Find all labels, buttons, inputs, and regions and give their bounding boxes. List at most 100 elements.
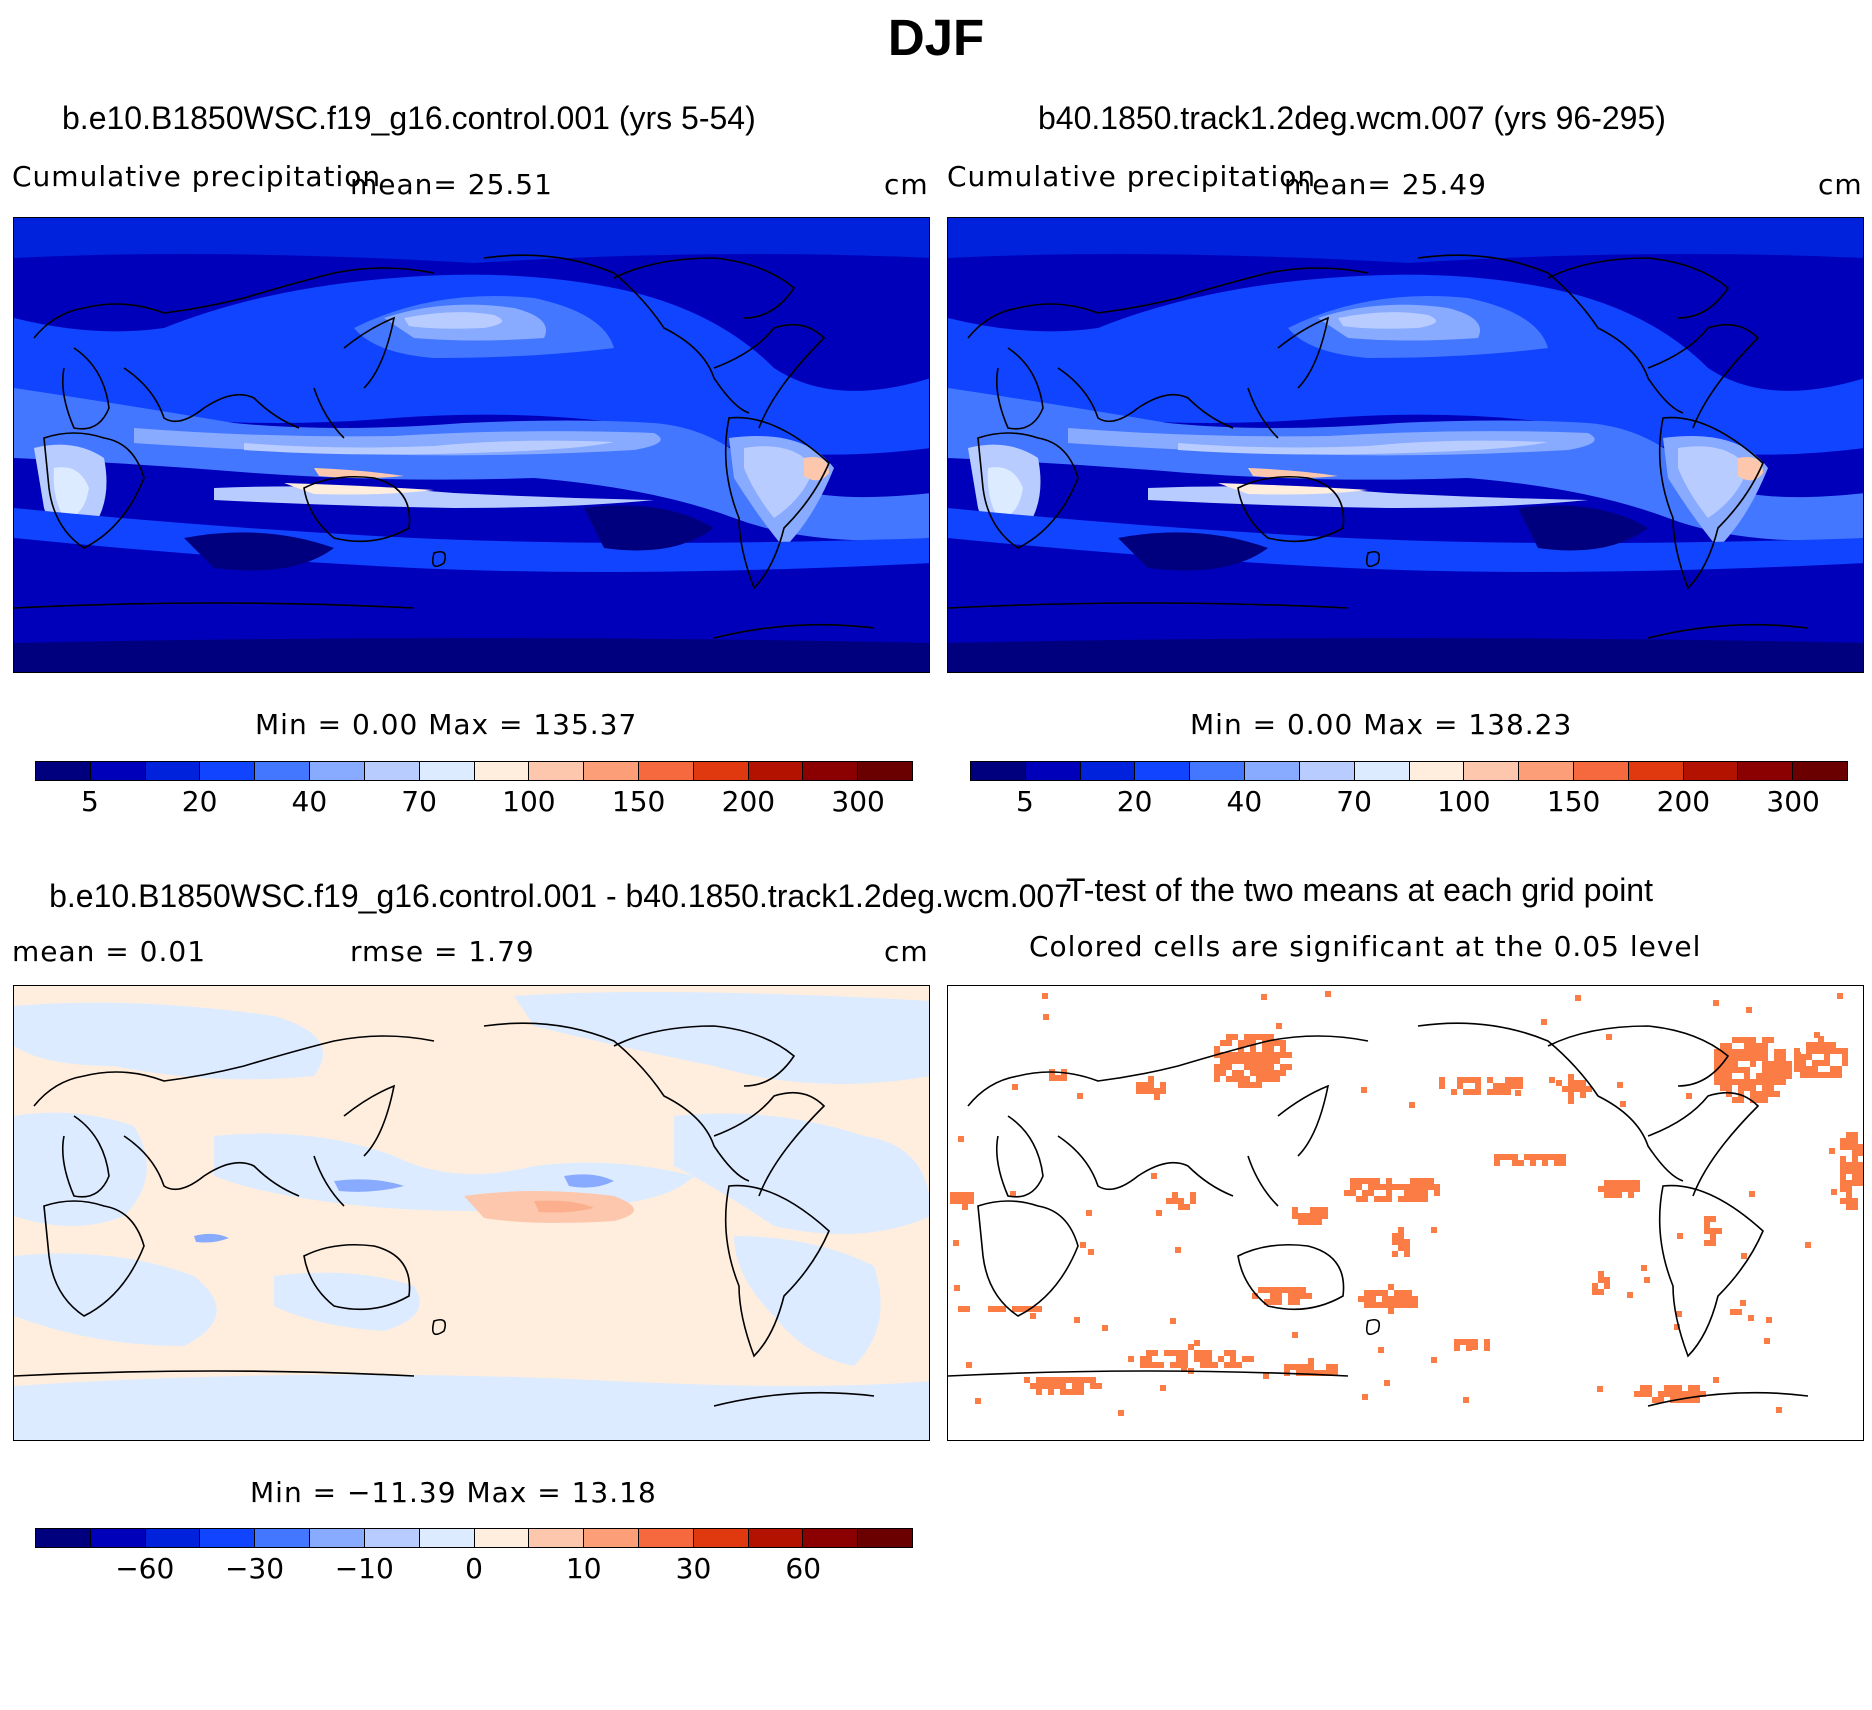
significant-cell: [1416, 1178, 1422, 1184]
significant-cell: [1738, 1037, 1744, 1043]
significant-cell: [1548, 1154, 1554, 1160]
significant-cell: [1280, 1052, 1286, 1058]
diff-map-svg: [14, 986, 929, 1440]
significant-cell: [1620, 1101, 1626, 1107]
significant-cell: [1762, 1085, 1768, 1091]
significant-cell: [1818, 1060, 1824, 1066]
significant-cell: [1720, 1085, 1726, 1091]
significant-cell: [1356, 1178, 1362, 1184]
significant-cell: [1264, 1299, 1270, 1305]
significant-cell: [1463, 1077, 1469, 1083]
colorbar-3-seg: [145, 1529, 201, 1547]
significant-cell: [1182, 1356, 1188, 1362]
significant-cell: [1840, 1168, 1846, 1174]
significant-cell: [1024, 1306, 1030, 1312]
significant-cell: [1226, 1076, 1232, 1082]
significant-cell: [1549, 1077, 1555, 1083]
significant-cell: [1262, 1070, 1268, 1076]
significant-cell: [1055, 1075, 1061, 1081]
significant-cell: [1852, 1132, 1858, 1138]
colorbar-1-seg: [364, 762, 420, 780]
significant-cell: [1148, 1088, 1154, 1094]
significant-cell: [1248, 1356, 1254, 1362]
colorbar-2-seg: [1519, 762, 1574, 780]
significant-cell: [1628, 1192, 1634, 1198]
panel-2-left-label: Cumulative precipitation: [947, 160, 1317, 193]
significant-cell: [1530, 1160, 1536, 1166]
significant-cell: [1824, 1042, 1830, 1048]
significant-cell: [1024, 1377, 1030, 1383]
significant-cell: [1714, 1061, 1720, 1067]
significant-cell: [1316, 1207, 1322, 1213]
significant-cell: [1560, 1160, 1566, 1166]
panel-4-significance-map: [947, 985, 1864, 1441]
significant-cell: [1780, 1073, 1786, 1079]
panel-1-mean-label: mean= 25.51: [350, 168, 553, 201]
significant-cell: [1732, 1067, 1738, 1073]
significant-cell: [1812, 1048, 1818, 1054]
significant-cell: [1840, 1186, 1846, 1192]
significant-cell: [1726, 1079, 1732, 1085]
significant-cell: [1806, 1066, 1812, 1072]
colorbar-1-seg: [858, 762, 912, 780]
significant-cell: [1286, 1064, 1292, 1070]
significant-cell: [1398, 1227, 1404, 1233]
significant-cell: [1858, 1150, 1863, 1156]
significant-cell: [1846, 1186, 1852, 1192]
significant-cell: [1392, 1233, 1398, 1239]
significant-cell: [1010, 1191, 1016, 1197]
significant-cell: [1780, 1049, 1786, 1055]
significant-cell: [1720, 1079, 1726, 1085]
significant-cell: [1404, 1190, 1410, 1196]
significant-cell: [1398, 1196, 1404, 1202]
colorbar-tick-label: 5: [1015, 785, 1034, 818]
significant-cell: [1074, 1317, 1080, 1323]
significant-cell: [1568, 1074, 1574, 1080]
significant-cell: [1842, 1054, 1848, 1060]
significant-cell: [1256, 1064, 1262, 1070]
ttest-map-svg: [948, 991, 1863, 1416]
significant-cell: [1178, 1204, 1184, 1210]
significant-cell: [1322, 1213, 1328, 1219]
significant-cell: [1786, 1073, 1792, 1079]
significant-cell: [1072, 1389, 1078, 1395]
significant-cell: [1840, 1198, 1846, 1204]
significant-cell: [1469, 1089, 1475, 1095]
significant-cell: [1382, 1302, 1388, 1308]
significant-cell: [1296, 1370, 1302, 1376]
significant-cell: [1762, 1097, 1768, 1103]
significant-cell: [1598, 1277, 1604, 1283]
significant-cell: [1580, 1080, 1586, 1086]
significant-cell: [1512, 1160, 1518, 1166]
coastlines-3: [14, 1022, 875, 1407]
significant-cell: [1410, 1190, 1416, 1196]
significant-cell: [1310, 1213, 1316, 1219]
significant-cell: [1404, 1251, 1410, 1257]
significant-cell: [1586, 1086, 1592, 1092]
significant-cell: [1232, 1076, 1238, 1082]
colorbar-3-seg: [803, 1529, 859, 1547]
significant-cell: [1308, 1370, 1314, 1376]
significant-cell: [1812, 1066, 1818, 1072]
significant-cell: [1261, 994, 1267, 1000]
colorbar-2-seg: [1135, 762, 1191, 780]
colorbar-3-seg: [364, 1529, 420, 1547]
significant-cell: [1358, 1296, 1364, 1302]
significant-cell: [1244, 1064, 1250, 1070]
significant-cell: [1388, 1308, 1394, 1314]
significant-cell: [1274, 1070, 1280, 1076]
significant-cell: [968, 1192, 974, 1198]
significant-cell: [1238, 1070, 1244, 1076]
colorbar-tick-label: 60: [785, 1552, 822, 1585]
significant-cell: [1738, 1085, 1744, 1091]
significant-cell: [1756, 1073, 1762, 1079]
significant-cell: [1176, 1362, 1182, 1368]
panel-3-difference-map: [13, 985, 930, 1441]
significant-cell: [1172, 1192, 1178, 1198]
significant-cell: [1716, 1228, 1722, 1234]
significant-cell: [1344, 1190, 1350, 1196]
significant-cell: [1750, 1079, 1756, 1085]
significant-cell: [1361, 1087, 1367, 1093]
significant-cell: [1686, 1093, 1692, 1099]
significant-cell: [1726, 1091, 1732, 1097]
